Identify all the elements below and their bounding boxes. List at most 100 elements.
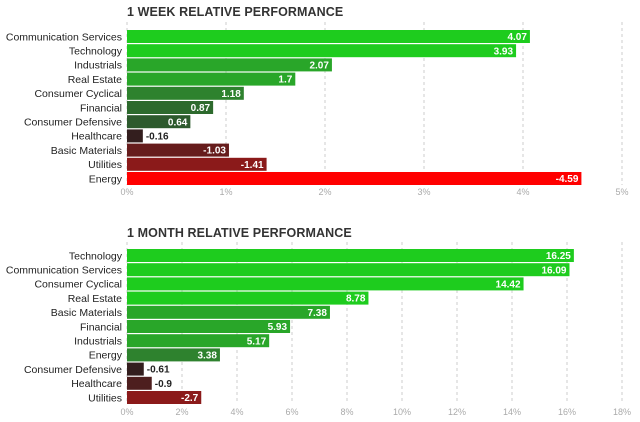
month-category-label: Real Estate — [68, 293, 122, 305]
week-category-label: Consumer Defensive — [24, 117, 122, 129]
week-category-label: Real Estate — [68, 74, 122, 86]
week-category-label: Consumer Cyclical — [34, 88, 122, 100]
week-bar-row-utilities: Utilities -1.41 — [88, 157, 267, 171]
week-bar-row-basic-materials: Basic Materials -1.03 — [51, 143, 229, 157]
month-category-label: Consumer Defensive — [24, 364, 122, 376]
week-chart-title: 1 WEEK RELATIVE PERFORMANCE — [127, 5, 344, 19]
week-performance-chart: Communication Services 4.07 Technology 3.93… — [6, 22, 629, 197]
week-x-tick-label: 0% — [120, 187, 133, 197]
month-x-tick-label: 18% — [613, 407, 631, 417]
week-value-label: -1.03 — [203, 146, 226, 157]
month-value-label: 16.25 — [546, 251, 571, 262]
month-bar-healthcare — [127, 376, 152, 390]
month-bar-communication-services — [127, 263, 570, 277]
month-bar-utilities — [127, 391, 202, 404]
week-bar-utilities — [127, 157, 267, 171]
month-x-tick-label: 6% — [285, 407, 298, 417]
week-category-label: Utilities — [88, 159, 122, 171]
month-category-label: Technology — [69, 250, 123, 262]
month-bar-consumer-cyclical — [127, 277, 524, 291]
week-category-label: Energy — [89, 173, 123, 185]
month-value-label: 7.38 — [307, 308, 327, 319]
week-value-label: -0.16 — [146, 132, 169, 143]
week-bar-row-real-estate: Real Estate 1.7 — [68, 72, 296, 86]
month-chart-title: 1 MONTH RELATIVE PERFORMANCE — [127, 226, 352, 240]
month-value-label: -0.61 — [147, 365, 170, 376]
month-x-tick-label: 10% — [393, 407, 411, 417]
month-bar-real-estate — [127, 291, 369, 305]
week-bar-industrials — [127, 58, 332, 72]
month-value-label: 8.78 — [346, 294, 366, 305]
week-value-label: 2.07 — [309, 61, 329, 72]
month-x-axis: 0% 2% 4% 6% 8% 10% 12% 14% 16% 18% — [120, 407, 631, 417]
month-value-label: 5.17 — [247, 336, 267, 347]
month-category-label: Communication Services — [6, 265, 122, 277]
month-x-tick-label: 8% — [340, 407, 353, 417]
month-x-tick-label: 14% — [503, 407, 521, 417]
month-bar-row-consumer-cyclical: Consumer Cyclical 14.42 — [34, 277, 524, 291]
week-bar-row-industrials: Industrials 2.07 — [74, 58, 332, 72]
month-x-tick-label: 12% — [448, 407, 466, 417]
week-value-label: 4.07 — [507, 32, 527, 43]
week-x-tick-label: 2% — [318, 187, 331, 197]
month-x-tick-label: 4% — [230, 407, 243, 417]
week-bar-row-healthcare: Healthcare -0.16 — [71, 129, 169, 143]
month-category-label: Financial — [80, 321, 122, 333]
month-bar-row-energy: Energy 3.38 — [89, 348, 220, 362]
month-category-label: Healthcare — [71, 378, 122, 390]
week-category-label: Industrials — [74, 60, 122, 72]
month-bar-row-basic-materials: Basic Materials 7.38 — [51, 305, 330, 319]
month-bar-basic-materials — [127, 305, 330, 319]
month-category-label: Consumer Cyclical — [34, 279, 122, 291]
month-bar-row-financial: Financial 5.93 — [80, 320, 291, 333]
week-bar-row-technology: Technology 3.93 — [69, 44, 517, 58]
week-x-axis: 0% 1% 2% 3% 4% 5% — [120, 187, 628, 197]
week-x-tick-label: 1% — [219, 187, 232, 197]
month-bar-row-real-estate: Real Estate 8.78 — [68, 291, 369, 305]
month-bar-financial — [127, 320, 291, 333]
month-category-label: Basic Materials — [51, 307, 122, 319]
month-bar-consumer-defensive — [127, 362, 144, 376]
month-bar-technology — [127, 249, 574, 262]
week-category-label: Financial — [80, 102, 122, 114]
week-bar-row-consumer-cyclical: Consumer Cyclical 1.18 — [34, 86, 244, 100]
month-category-label: Energy — [89, 350, 123, 362]
week-value-label: 0.64 — [168, 117, 188, 128]
month-bar-row-communication-services: Communication Services 16.09 — [6, 263, 570, 277]
week-bar-basic-materials — [127, 143, 229, 157]
week-bar-energy — [127, 172, 582, 185]
month-bar-row-utilities: Utilities -2.7 — [88, 391, 202, 404]
month-bar-row-consumer-defensive: Consumer Defensive -0.61 — [24, 362, 170, 376]
week-x-tick-label: 4% — [516, 187, 529, 197]
week-category-label: Communication Services — [6, 31, 122, 43]
week-x-tick-label: 5% — [615, 187, 628, 197]
week-value-label: 1.18 — [221, 89, 241, 100]
week-category-label: Technology — [69, 46, 123, 58]
week-bar-consumer-cyclical — [127, 86, 244, 100]
month-bar-row-industrials: Industrials 5.17 — [74, 334, 270, 348]
week-value-label: -1.41 — [241, 160, 264, 171]
week-category-label: Basic Materials — [51, 145, 122, 157]
week-bar-consumer-defensive — [127, 115, 191, 129]
week-bar-communication-services — [127, 30, 530, 43]
week-bar-financial — [127, 101, 214, 114]
month-bar-row-healthcare: Healthcare -0.9 — [71, 376, 173, 390]
month-value-label: 14.42 — [496, 280, 521, 291]
week-value-label: 1.7 — [278, 75, 292, 86]
week-bar-row-financial: Financial 0.87 — [80, 101, 214, 114]
month-value-label: 5.93 — [268, 322, 288, 333]
week-bar-real-estate — [127, 72, 296, 86]
week-category-label: Healthcare — [71, 131, 122, 143]
month-x-tick-label: 16% — [558, 407, 576, 417]
week-value-label: 0.87 — [191, 103, 211, 114]
month-value-label: -0.9 — [155, 379, 173, 390]
week-bar-row-communication-services: Communication Services 4.07 — [6, 30, 530, 43]
week-bar-healthcare — [127, 129, 143, 143]
month-value-label: -2.7 — [181, 393, 199, 404]
month-value-label: 3.38 — [197, 351, 217, 362]
month-category-label: Industrials — [74, 336, 122, 348]
month-x-tick-label: 0% — [120, 407, 133, 417]
month-bar-industrials — [127, 334, 270, 348]
month-x-tick-label: 2% — [175, 407, 188, 417]
week-bar-row-energy: Energy -4.59 — [89, 172, 582, 185]
